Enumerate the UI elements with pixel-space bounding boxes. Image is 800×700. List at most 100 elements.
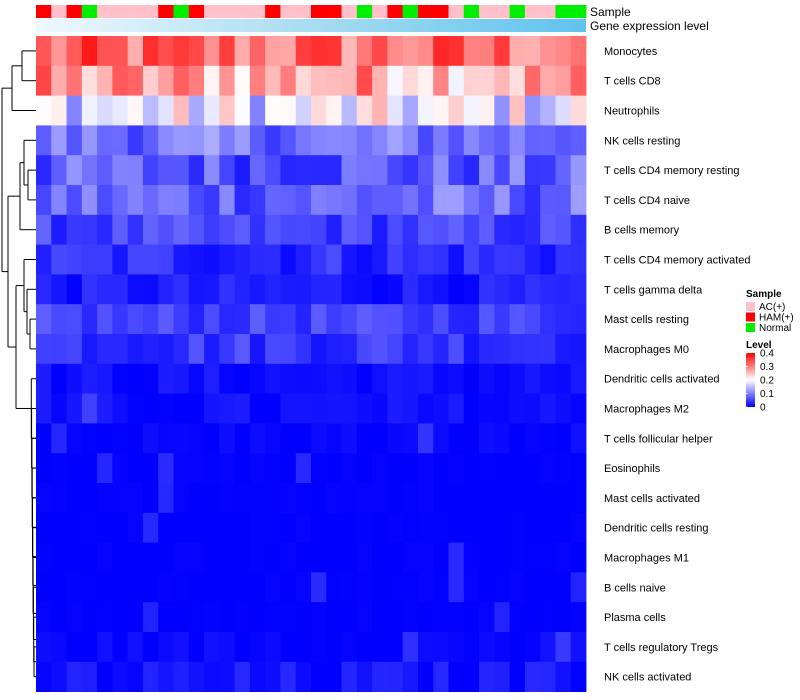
heatmap-cell (326, 95, 342, 126)
heatmap-cell (249, 155, 266, 186)
heatmap-cell (265, 304, 281, 335)
heatmap-cell (540, 65, 556, 96)
row-label: Mast cells resting (604, 314, 689, 326)
heatmap-cell (36, 453, 52, 484)
heatmap-cell (570, 125, 587, 156)
heatmap-cell (142, 244, 159, 275)
heatmap-cell (295, 304, 312, 335)
heatmap-cell (540, 393, 556, 424)
heatmap-cell (417, 214, 434, 245)
heatmap-cell (341, 453, 358, 484)
heatmap-cell (173, 95, 190, 126)
heatmap-cell (234, 632, 251, 663)
heatmap-cell (51, 334, 67, 365)
heatmap-cell (509, 363, 526, 394)
heatmap-cell (280, 304, 297, 335)
heatmap-cell (326, 393, 342, 424)
heatmap-cell (219, 274, 236, 305)
heatmap-cell (372, 542, 388, 573)
heatmap-cell (66, 512, 83, 543)
heatmap-cell (158, 304, 174, 335)
heatmap-cell (295, 572, 312, 603)
heatmap-cell (204, 185, 220, 216)
legend-level-tick-label: 0.4 (760, 349, 774, 360)
heatmap-cell (356, 393, 373, 424)
heatmap-cell (555, 423, 572, 454)
heatmap-cell (448, 632, 465, 663)
heatmap-cell (570, 65, 587, 96)
heatmap-cell (142, 36, 159, 67)
heatmap-cell (142, 214, 159, 245)
heatmap-cell (66, 155, 83, 186)
heatmap-cell (341, 483, 358, 514)
heatmap-cell (219, 244, 236, 275)
heatmap-cell (524, 274, 541, 305)
heatmap-cell (219, 602, 236, 633)
heatmap-cell (479, 304, 495, 335)
heatmap-cell (81, 185, 98, 216)
heatmap-cell (219, 185, 236, 216)
heatmap-cell (219, 125, 236, 156)
heatmap-cell (494, 661, 511, 692)
sample-annotation-cell (479, 5, 495, 18)
heatmap-cell (173, 274, 190, 305)
heatmap-cell (158, 632, 174, 663)
heatmap-cell (234, 363, 251, 394)
row-label: T cells CD4 naive (604, 195, 690, 207)
heatmap-cell (509, 661, 526, 692)
heatmap-cell (142, 661, 159, 692)
heatmap-cell (204, 304, 220, 335)
heatmap-cell (280, 65, 297, 96)
heatmap-cell (219, 304, 236, 335)
heatmap-cell (463, 244, 480, 275)
heatmap-cell (204, 661, 220, 692)
legend-sample-swatch (746, 302, 755, 311)
heatmap-cell (570, 334, 587, 365)
heatmap-cell (372, 65, 388, 96)
heatmap-cell (280, 602, 297, 633)
heatmap-cell (112, 274, 129, 305)
heatmap-cell (387, 185, 404, 216)
heatmap-cell (326, 453, 342, 484)
heatmap-cell (417, 244, 434, 275)
heatmap-cell (356, 542, 373, 573)
row-label: T cells follicular helper (604, 433, 713, 445)
heatmap-cell (463, 36, 480, 67)
heatmap-cell (158, 453, 174, 484)
heatmap-cell (387, 453, 404, 484)
row-label: NK cells activated (604, 672, 691, 684)
heatmap-cell (417, 334, 434, 365)
heatmap-cell (142, 274, 159, 305)
heatmap-cell (142, 334, 159, 365)
heatmap-cell (524, 36, 541, 67)
heatmap-cell (173, 602, 190, 633)
heatmap-cell (97, 95, 113, 126)
row-dendrogram (1, 50, 36, 678)
heatmap-cell (142, 363, 159, 394)
heatmap-cell (51, 512, 67, 543)
heatmap-cell (463, 602, 480, 633)
heatmap-cell (402, 393, 419, 424)
heatmap-cell (494, 334, 511, 365)
sample-annotation-cell (265, 5, 281, 18)
heatmap-cell (387, 572, 404, 603)
heatmap-cell (51, 36, 67, 67)
heatmap-cell (555, 363, 572, 394)
heatmap-cell (463, 95, 480, 126)
heatmap-cell (402, 36, 419, 67)
row-label: Macrophages M0 (604, 344, 689, 356)
heatmap-cell (417, 65, 434, 96)
heatmap-cell (280, 185, 297, 216)
heatmap-cell (51, 244, 67, 275)
heatmap-cell (188, 363, 205, 394)
heatmap-cell (81, 95, 98, 126)
heatmap-cell (81, 602, 98, 633)
heatmap-cell (142, 125, 159, 156)
heatmap-cell (356, 632, 373, 663)
heatmap-cell (402, 602, 419, 633)
heatmap-cell (341, 155, 358, 186)
heatmap-cell (142, 95, 159, 126)
sample-annotation-cell (570, 5, 587, 18)
heatmap-cell (524, 185, 541, 216)
